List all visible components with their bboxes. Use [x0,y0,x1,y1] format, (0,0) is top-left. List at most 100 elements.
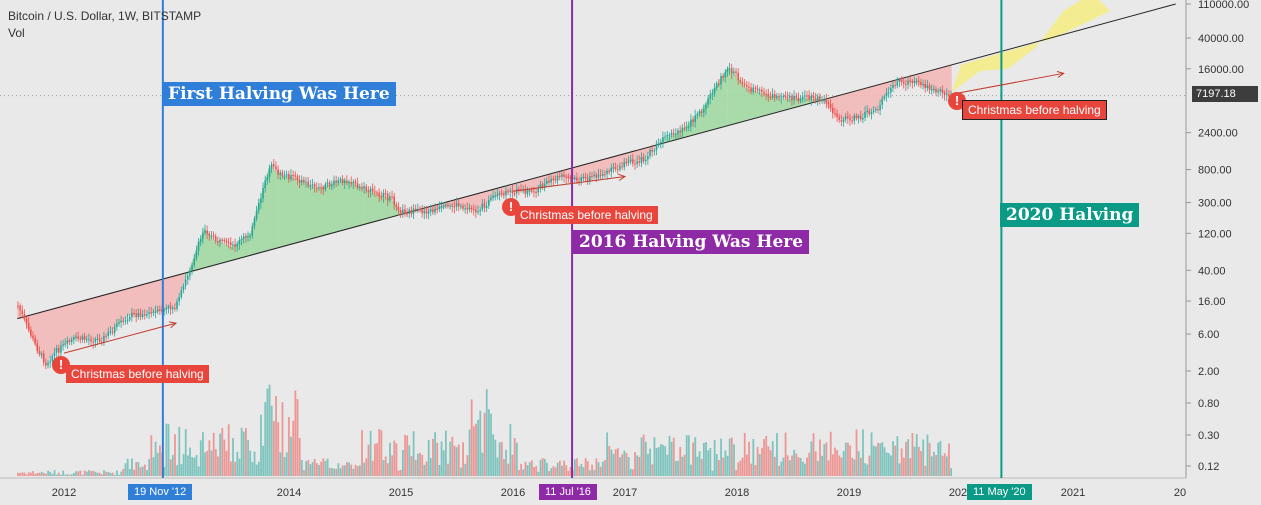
trend-fill-segment [298,179,317,243]
volume-bar [950,468,953,476]
candle-body [664,136,666,138]
candle-body [851,120,853,122]
candle-body [272,164,275,167]
candle-body [447,204,449,206]
candle-body [53,352,56,357]
trend-arrow [951,72,1064,95]
volume-bar [339,468,342,476]
volume-bar [494,439,497,476]
candle-body [681,127,684,133]
candle-body [343,180,346,184]
second-halving-annotation[interactable]: 2016 Halving Was Here [573,230,810,254]
volume-bar [816,460,819,476]
volume-bar [118,474,120,476]
xmas-annotation-2020[interactable]: Christmas before halving [962,100,1107,120]
volume-bar [943,453,946,476]
candle-body [283,175,286,177]
volume-bar [933,451,935,476]
candle-body [350,182,352,184]
trend-fill-segment [54,303,74,353]
volume-bar [137,462,140,476]
volume-bar [217,456,219,476]
volume-bar [23,472,26,476]
xmas-annotation-2016[interactable]: Christmas before halving [515,206,658,224]
volume-bar [313,459,316,476]
candle-body [698,111,701,114]
vol-tick-label: 0.30 [1198,430,1219,442]
volume-bar [685,435,688,476]
arrow-head [618,173,627,181]
candle-body [303,179,305,183]
volume-bar [481,452,484,476]
volume-bar [604,460,606,476]
candle-body [558,176,561,178]
volume-bar [780,461,783,476]
volume-bar [651,464,654,476]
volume-bar [522,469,525,476]
candle-body [27,323,30,330]
candle-body [128,317,131,320]
volume-bar [154,441,157,476]
candle-body [872,110,875,112]
first-halving-annotation[interactable]: First Halving Was Here [162,82,396,106]
volume-bar [702,442,705,476]
candle-body [98,338,101,342]
candle-body [298,179,301,183]
volume-bar [687,435,690,476]
candle-body [455,203,458,207]
candle-body [393,196,395,205]
volume-bar [346,462,348,476]
volume-bar [292,420,295,476]
volume-bar [242,431,245,476]
volume-bar [597,462,600,476]
trend-arrow [512,176,626,192]
alert-icon: ! [948,92,966,110]
volume-bar [655,447,658,476]
candle-body [539,184,542,188]
candle-body [358,186,361,189]
volume-bar [715,454,718,476]
candle-body [638,161,641,163]
xmas-annotation-2012[interactable]: Christmas before halving [66,365,209,383]
candle-body [406,213,408,215]
candle-body [761,89,763,92]
volume-bar [268,384,271,476]
candle-body [505,191,507,196]
volume-bar [64,474,67,476]
volume-bar [363,462,366,476]
candle-body [77,336,79,339]
volume-bar [659,444,662,476]
volume-bar [417,453,419,476]
candle-body [528,190,531,192]
alert-icon: ! [52,356,70,374]
candle-body [797,97,800,102]
candle-body [726,69,729,73]
candle-body [756,88,759,91]
volume-bar [419,452,421,476]
volume-bar [915,433,918,476]
candle-body [290,174,292,180]
volume-bar [898,463,901,476]
candle-body [586,177,589,181]
candle-body [608,170,610,173]
candle-body [776,96,778,99]
candle-body [844,116,847,120]
volume-bar [917,446,920,476]
candle-body [767,93,770,97]
volume-bar [369,430,372,476]
candle-body [563,174,565,177]
volume-bar [294,390,297,476]
volume-bar [75,471,77,476]
candle-body [905,83,907,86]
volume-bar [113,474,116,476]
third-halving-annotation[interactable]: 2020 Halving [1000,203,1140,227]
candle-body [365,186,368,191]
candle-body [651,149,653,152]
candle-body [509,190,512,192]
volume-bar [492,434,495,476]
candle-body [159,309,161,311]
volume-label: Vol [8,26,25,40]
candle-body [427,211,430,214]
trend-fill-segment [278,174,299,248]
